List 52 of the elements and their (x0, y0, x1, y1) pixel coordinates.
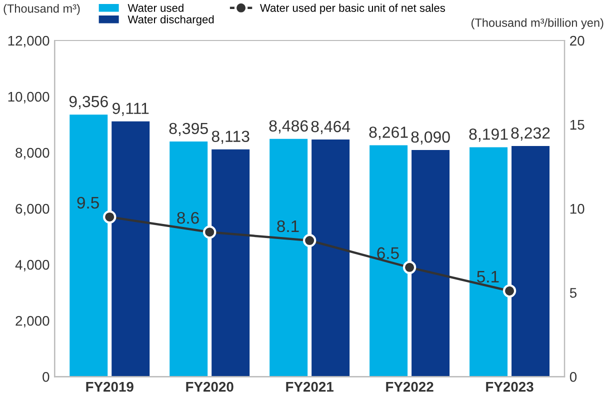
bar (270, 138, 308, 377)
data-label: 8.1 (277, 220, 299, 232)
data-label: 8,090 (411, 131, 450, 145)
point (202, 226, 216, 239)
data-label: 8,113 (212, 130, 250, 144)
data-label: 8,395 (169, 122, 208, 136)
bar (170, 141, 208, 377)
point (103, 210, 116, 224)
data-label: 8,261 (369, 126, 408, 140)
legend-label: Water used (128, 4, 184, 12)
point (402, 260, 416, 274)
bar (470, 147, 508, 377)
y2-tick-label: 10 (570, 204, 584, 214)
bar (70, 114, 108, 377)
data-label: 5.1 (477, 270, 499, 283)
bar (512, 146, 550, 377)
data-label: 6.5 (377, 247, 399, 260)
bar (212, 149, 250, 377)
data-label: 9,356 (69, 96, 108, 110)
x-tick-label: FY2021 (286, 382, 334, 392)
y2-tick-label: 0 (570, 372, 577, 382)
y-tick-label: 2,000 (16, 316, 50, 328)
bar (370, 145, 408, 377)
point (502, 284, 516, 298)
point (302, 234, 316, 248)
data-label: 8.6 (177, 212, 199, 224)
y-axis-title: (Thousand m³) (4, 4, 80, 16)
bar (312, 140, 350, 377)
y2-tick-label: 20 (570, 36, 584, 46)
data-label: 8,232 (511, 127, 550, 141)
y2-tick-label: 15 (570, 120, 584, 130)
data-label: 9,111 (112, 102, 149, 116)
x-tick-label: FY2023 (486, 382, 534, 392)
y-tick-label: 0 (42, 372, 50, 382)
bar (412, 150, 450, 377)
x-tick-label: FY2022 (386, 382, 434, 392)
y-tick-label: 4,000 (15, 260, 50, 272)
data-label: 9.5 (77, 196, 99, 209)
y-tick-label: 8,000 (16, 148, 50, 160)
legend-label: Water used per basic unit of net sales (260, 4, 446, 14)
bar (112, 121, 150, 377)
data-label: 8,486 (269, 120, 308, 134)
data-label: 8,464 (311, 120, 350, 134)
x-tick-label: FY2019 (86, 382, 134, 392)
legend-label: Water discharged (128, 15, 214, 26)
y-tick-label: 6,000 (16, 204, 50, 216)
x-tick-label: FY2020 (186, 382, 234, 392)
y2-tick-label: 5 (570, 288, 577, 298)
y-tick-label: 10,000 (8, 92, 50, 104)
y-tick-label: 12,000 (8, 36, 50, 48)
y2-axis-title: (Thousand m³/billion yen) (472, 18, 604, 30)
data-label: 8,191 (469, 128, 508, 142)
